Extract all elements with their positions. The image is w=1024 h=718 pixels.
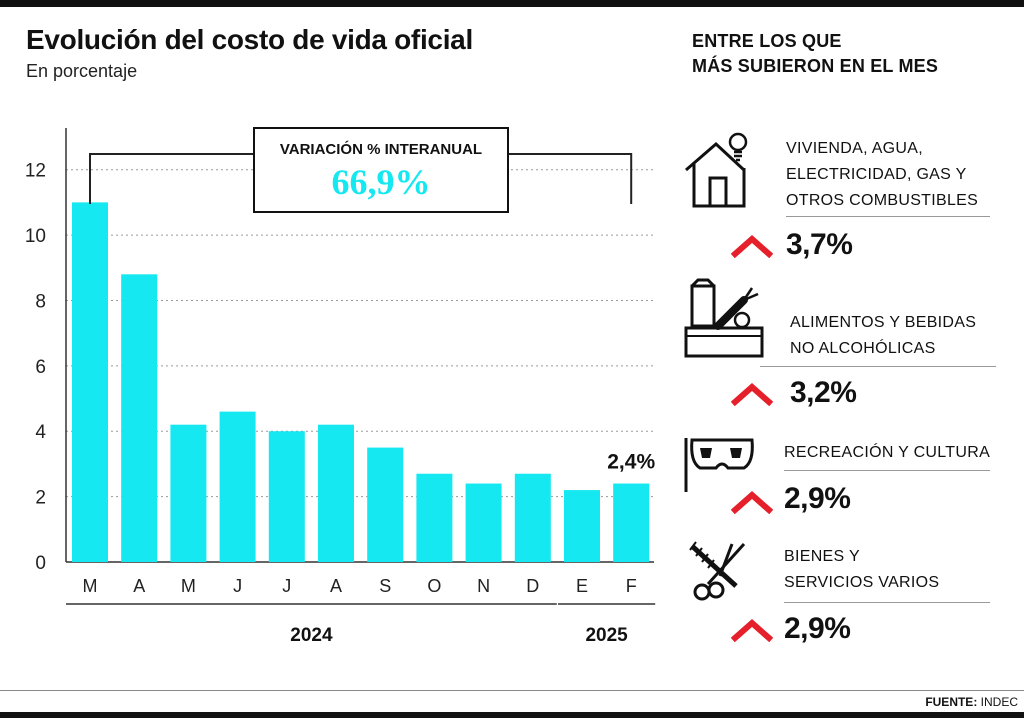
bar bbox=[121, 274, 158, 562]
category-value-goods-services: 2,9% bbox=[784, 612, 851, 645]
bracket-left bbox=[89, 153, 254, 204]
y-tick-label: 6 bbox=[35, 357, 46, 378]
bar bbox=[465, 483, 502, 562]
x-tick-label: D bbox=[526, 576, 539, 596]
panel-title-line1: ENTRE LOS QUE bbox=[692, 31, 842, 51]
panel-title: ENTRE LOS QUE MÁS SUBIERON EN EL MES bbox=[692, 29, 938, 79]
category-divider bbox=[784, 602, 990, 603]
x-tick-label: J bbox=[282, 576, 291, 596]
bar bbox=[72, 202, 108, 562]
x-tick-label: E bbox=[576, 576, 588, 596]
x-tick-label: M bbox=[83, 576, 98, 596]
y-tick-label: 12 bbox=[25, 161, 46, 182]
source-value: INDEC bbox=[980, 695, 1018, 709]
source-note: FUENTE: INDEC bbox=[925, 695, 1018, 709]
annotation-label: VARIACIÓN % INTERANUAL bbox=[280, 140, 482, 158]
y-tick-label: 2 bbox=[35, 488, 46, 509]
y-tick-label: 8 bbox=[35, 291, 46, 312]
y-tick-label: 4 bbox=[35, 422, 46, 443]
grocery-basket-icon bbox=[684, 278, 764, 358]
bracket-right bbox=[508, 153, 633, 204]
footer-divider bbox=[0, 690, 1024, 691]
year-label: 2024 bbox=[290, 625, 333, 646]
x-tick-label: S bbox=[379, 576, 391, 596]
data-label: 2,4% bbox=[607, 451, 655, 474]
annotation-value: 66,9% bbox=[332, 162, 431, 202]
panel-title-line2: MÁS SUBIERON EN EL MES bbox=[692, 56, 939, 76]
comb-scissors-icon bbox=[689, 541, 746, 601]
house-lightbulb-icon bbox=[685, 132, 748, 208]
bar bbox=[367, 447, 404, 562]
bar bbox=[318, 424, 354, 562]
x-tick-label: N bbox=[477, 576, 490, 596]
category-divider bbox=[784, 470, 990, 471]
theater-mask-icon bbox=[684, 438, 754, 492]
category-label-food: ALIMENTOS Y BEBIDAS NO ALCOHÓLICAS bbox=[790, 314, 977, 357]
source-label: FUENTE: bbox=[925, 695, 978, 709]
chart-subtitle: En porcentaje bbox=[26, 61, 138, 81]
x-tick-label: O bbox=[427, 576, 441, 596]
bar bbox=[564, 490, 600, 562]
y-tick-label: 10 bbox=[25, 226, 46, 247]
up-arrow-icon bbox=[731, 618, 773, 642]
category-divider bbox=[786, 216, 990, 217]
bar bbox=[268, 431, 305, 562]
category-label-housing: VIVIENDA, AGUA, ELECTRICIDAD, GAS Y OTRO… bbox=[786, 140, 979, 209]
up-arrow-icon bbox=[731, 490, 773, 514]
category-value-food: 3,2% bbox=[790, 376, 857, 409]
x-tick-label: M bbox=[181, 576, 196, 596]
x-tick-label: F bbox=[626, 576, 637, 596]
x-tick-label: J bbox=[233, 576, 242, 596]
annotation-box bbox=[253, 127, 509, 213]
bar bbox=[219, 411, 256, 562]
category-label-goods-services: BIENES Y SERVICIOS VARIOS bbox=[784, 548, 940, 591]
y-tick-label: 0 bbox=[35, 553, 46, 574]
category-divider bbox=[760, 366, 996, 367]
bar-chart: 0 2 4 6 8 10 12 M A M J J A S O N D E F 2,4% 2024 2025 VARIACI… bbox=[25, 127, 655, 646]
bottom-border bbox=[0, 712, 1024, 718]
category-value-recreation: 2,9% bbox=[784, 482, 851, 515]
bar bbox=[613, 483, 650, 562]
bar bbox=[170, 424, 207, 562]
bar bbox=[514, 473, 551, 562]
up-arrow-icon bbox=[731, 382, 773, 406]
top-border bbox=[0, 0, 1024, 7]
bar bbox=[416, 473, 453, 562]
category-value-housing: 3,7% bbox=[786, 228, 853, 261]
category-label-recreation: RECREACIÓN Y CULTURA bbox=[784, 444, 991, 461]
x-tick-label: A bbox=[133, 576, 145, 596]
chart-title: Evolución del costo de vida oficial bbox=[26, 24, 473, 55]
up-arrow-icon bbox=[731, 234, 773, 258]
year-label: 2025 bbox=[585, 625, 628, 646]
x-tick-label: A bbox=[330, 576, 342, 596]
